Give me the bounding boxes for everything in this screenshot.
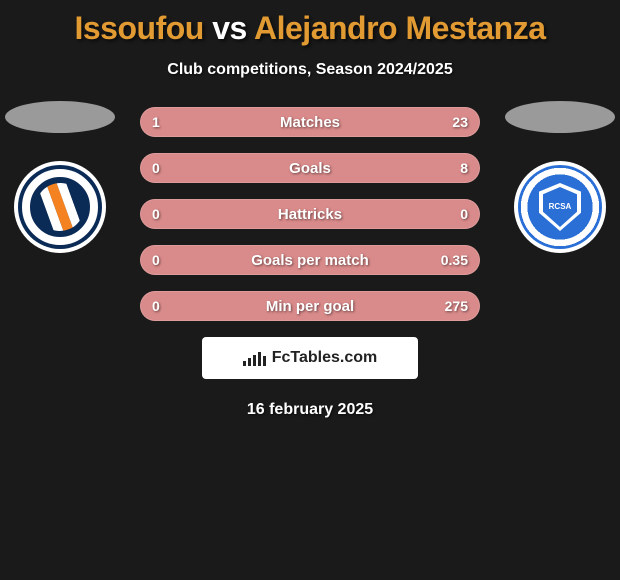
stat-right-value: 0.35 [441,245,468,275]
stat-right-value: 275 [445,291,468,321]
stat-row-hattricks: 0 Hattricks 0 [140,199,480,229]
branding-text: FcTables.com [272,349,378,367]
comparison-card: Issoufou vs Alejandro Mestanza Club comp… [0,0,620,580]
stat-left-value: 0 [152,291,160,321]
stat-right-value: 0 [460,199,468,229]
subtitle: Club competitions, Season 2024/2025 [0,61,620,79]
stat-row-gpm: 0 Goals per match 0.35 [140,245,480,275]
stat-label: Hattricks [278,206,342,223]
club-badge-right: RCSA [514,161,606,253]
stat-left-value: 1 [152,107,160,137]
stat-left-value: 0 [152,153,160,183]
player1-silhouette [5,101,115,133]
stat-label: Goals [289,160,331,177]
club-badge-left [14,161,106,253]
stat-left-value: 0 [152,199,160,229]
stat-right-value: 23 [452,107,468,137]
stat-row-matches: 1 Matches 23 [140,107,480,137]
stat-left-value: 0 [152,245,160,275]
page-title: Issoufou vs Alejandro Mestanza [0,0,620,47]
player1-name: Issoufou [74,10,203,46]
rcsa-badge: RCSA [518,165,602,249]
mhsc-stripes [29,176,91,238]
mhsc-badge [18,165,102,249]
bar-chart-icon [243,350,266,366]
player2-silhouette [505,101,615,133]
stat-label: Matches [280,114,340,131]
content-area: RCSA 1 Matches 23 0 Goals 8 0 Hattricks … [0,107,620,419]
stat-label: Min per goal [266,298,354,315]
stats-list: 1 Matches 23 0 Goals 8 0 Hattricks 0 0 G… [140,107,480,321]
stat-row-goals: 0 Goals 8 [140,153,480,183]
stat-right-value: 8 [460,153,468,183]
stat-row-mpg: 0 Min per goal 275 [140,291,480,321]
vs-separator: vs [212,10,247,46]
stat-label: Goals per match [251,252,369,269]
date: 16 february 2025 [0,401,620,419]
player2-name: Alejandro Mestanza [254,10,546,46]
branding-badge: FcTables.com [202,337,418,379]
rcsa-initials: RCSA [543,187,577,227]
